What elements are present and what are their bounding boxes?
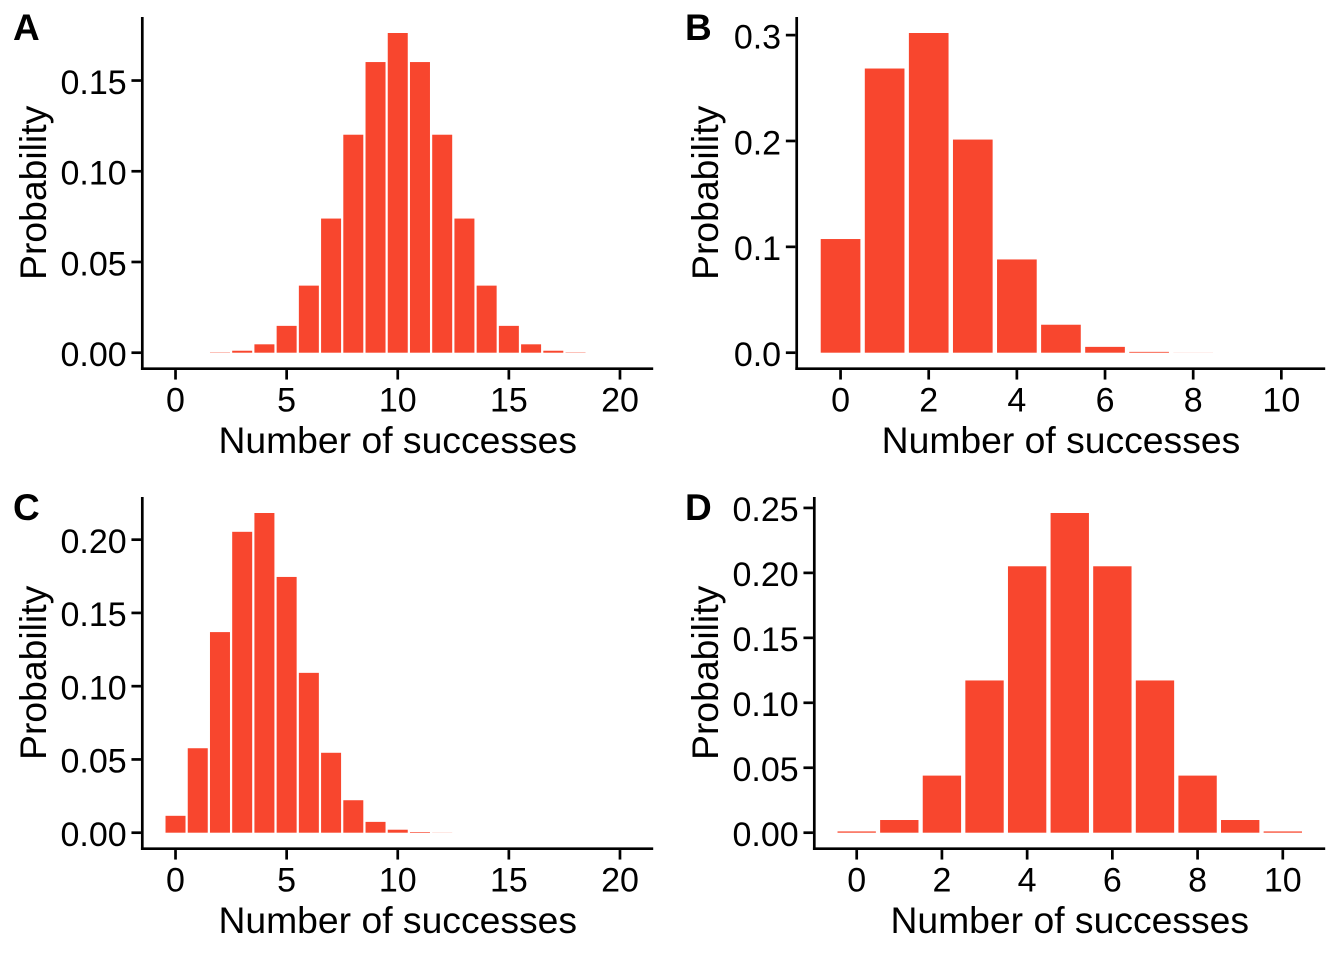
svg-text:Probability: Probability xyxy=(12,105,54,279)
svg-text:0.20: 0.20 xyxy=(733,556,799,594)
svg-text:0.05: 0.05 xyxy=(61,245,127,283)
svg-text:0: 0 xyxy=(847,862,866,900)
svg-text:0.0: 0.0 xyxy=(734,336,781,374)
svg-text:20: 20 xyxy=(601,382,639,420)
svg-text:20: 20 xyxy=(601,862,639,900)
svg-text:5: 5 xyxy=(277,862,296,900)
svg-text:A: A xyxy=(13,7,40,48)
svg-text:0: 0 xyxy=(166,382,185,420)
svg-text:Probability: Probability xyxy=(12,585,54,759)
svg-text:0.10: 0.10 xyxy=(733,686,799,724)
svg-text:0: 0 xyxy=(166,862,185,900)
svg-text:8: 8 xyxy=(1188,862,1207,900)
svg-text:0.15: 0.15 xyxy=(733,621,799,659)
svg-text:0.10: 0.10 xyxy=(61,669,127,707)
svg-text:10: 10 xyxy=(1264,862,1302,900)
svg-text:Probability: Probability xyxy=(684,585,726,759)
svg-text:0.00: 0.00 xyxy=(733,816,799,854)
svg-text:0: 0 xyxy=(831,382,850,420)
svg-text:10: 10 xyxy=(379,862,417,900)
svg-text:0.10: 0.10 xyxy=(61,155,127,193)
svg-text:8: 8 xyxy=(1184,382,1203,420)
svg-text:D: D xyxy=(685,487,712,528)
svg-text:0.2: 0.2 xyxy=(734,124,781,162)
svg-text:15: 15 xyxy=(490,382,528,420)
svg-text:0.15: 0.15 xyxy=(61,64,127,102)
svg-text:6: 6 xyxy=(1103,862,1122,900)
svg-text:10: 10 xyxy=(1262,382,1300,420)
svg-text:0.00: 0.00 xyxy=(61,816,127,854)
svg-text:Number of successes: Number of successes xyxy=(882,419,1241,461)
svg-text:0.05: 0.05 xyxy=(61,743,127,781)
svg-text:B: B xyxy=(685,7,712,48)
svg-text:0.15: 0.15 xyxy=(61,596,127,634)
svg-text:4: 4 xyxy=(1018,862,1037,900)
svg-text:15: 15 xyxy=(490,862,528,900)
svg-text:C: C xyxy=(13,487,40,528)
svg-text:0.1: 0.1 xyxy=(734,230,781,268)
svg-text:4: 4 xyxy=(1007,382,1026,420)
svg-text:0.05: 0.05 xyxy=(733,751,799,789)
svg-text:5: 5 xyxy=(277,382,296,420)
svg-text:6: 6 xyxy=(1096,382,1115,420)
svg-text:Number of successes: Number of successes xyxy=(890,899,1249,941)
svg-text:Probability: Probability xyxy=(684,105,726,279)
svg-text:Number of successes: Number of successes xyxy=(218,899,577,941)
svg-text:0.3: 0.3 xyxy=(734,18,781,56)
svg-text:10: 10 xyxy=(379,382,417,420)
svg-text:0.25: 0.25 xyxy=(733,491,799,529)
svg-text:0.00: 0.00 xyxy=(61,336,127,374)
svg-text:2: 2 xyxy=(932,862,951,900)
svg-text:2: 2 xyxy=(919,382,938,420)
svg-text:0.20: 0.20 xyxy=(61,523,127,561)
svg-text:Number of successes: Number of successes xyxy=(218,419,577,461)
